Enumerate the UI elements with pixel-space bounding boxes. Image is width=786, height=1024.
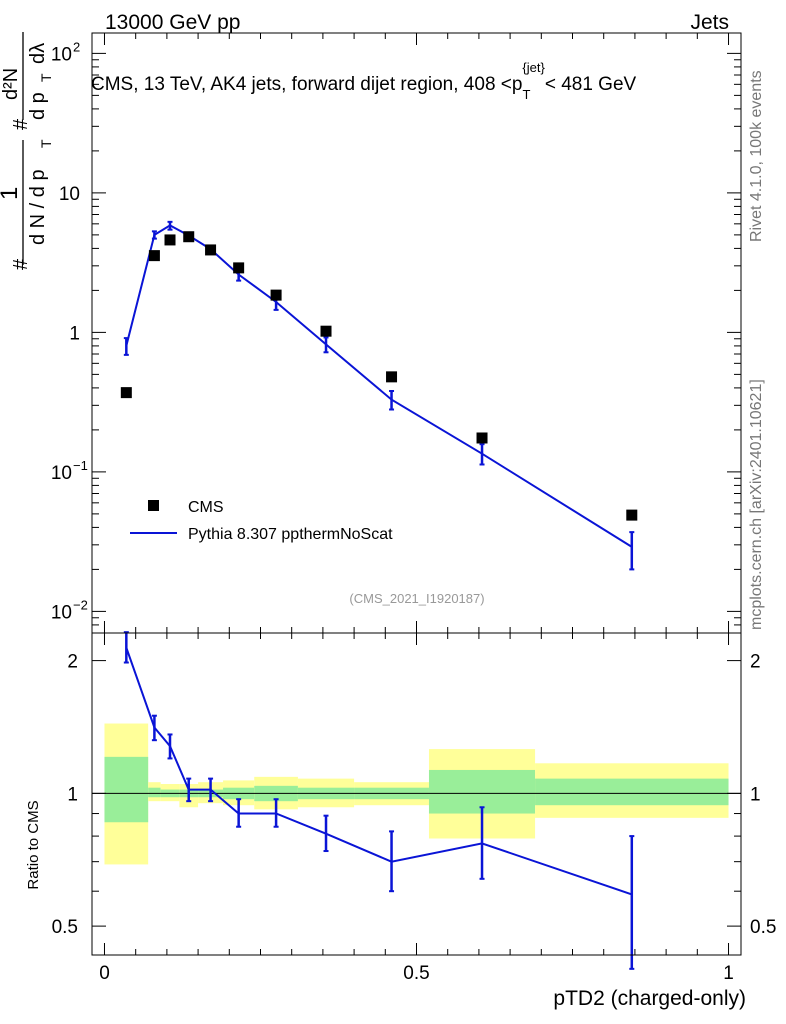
x-axis-label: pTD2 (charged-only) [553, 987, 746, 1010]
ylabel-hash-2: # [10, 118, 32, 130]
cms-data-point [476, 432, 488, 444]
ratio-y-label: Ratio to CMS [25, 800, 42, 889]
ratio-y-tick-label-right: 0.5 [750, 917, 776, 938]
cms-data-point [148, 250, 160, 262]
legend-label-pythia: Pythia 8.307 ppthermNoScat [188, 526, 393, 543]
ratio-y-tick-label-right: 1 [750, 784, 761, 805]
cms-data-point [233, 262, 245, 274]
main-y-tick-label: 10 [51, 602, 72, 623]
x-tick-label: 0.5 [403, 963, 429, 984]
main-y-tick-exponent: 2 [73, 39, 80, 54]
ylabel-sub-T1: T [38, 139, 54, 148]
header-jets: Jets [690, 11, 729, 34]
main-plot [120, 220, 638, 571]
main-y-axis-label: # d N / d p T 1 # d²N d p T dλ [0, 32, 54, 270]
plot-title-sub: T [522, 87, 530, 102]
main-y-tick-label: 10 [51, 463, 72, 484]
legend: CMS Pythia 8.307 ppthermNoScat [130, 499, 393, 543]
ylabel-hash-1: # [10, 258, 32, 270]
ylabel-dpt: d p [27, 92, 49, 120]
x-tick-label: 1 [723, 963, 734, 984]
plot-title-sup: {jet} [522, 60, 545, 75]
legend-label-cms: CMS [188, 499, 224, 516]
cms-data-point [120, 387, 132, 399]
main-frame [91, 32, 742, 634]
ylabel-num-1: 1 [0, 187, 23, 200]
legend-marker-cms [148, 500, 159, 511]
ratio-y-tick-label: 1 [67, 784, 78, 805]
main-y-tick-exponent: −2 [73, 597, 88, 612]
ratio-plot [92, 631, 741, 970]
mcplots-label: mcplots.cern.ch [arXiv:2401.10621] [748, 379, 765, 630]
cms-data-point [626, 509, 638, 521]
ratio-band-inner [535, 778, 729, 806]
cms-data-point [183, 231, 195, 243]
ylabel-dlambda: dλ [27, 43, 49, 64]
header-energy: 13000 GeV pp [105, 11, 240, 34]
cms-data-point [164, 234, 176, 246]
x-tick-label: 0 [99, 963, 110, 984]
ratio-uncertainty-bands [104, 723, 729, 865]
plot-title: CMS, 13 TeV, AK4 jets, forward dijet reg… [91, 60, 637, 102]
ratio-y-tick-label: 0.5 [52, 917, 78, 938]
main-y-tick-exponent: −1 [73, 458, 88, 473]
ylabel-d2n: d²N [0, 68, 22, 100]
cms-data-point [386, 371, 398, 383]
ratio-band-inner [104, 756, 149, 823]
rivet-label: Rivet 4.1.0, 100k events [748, 70, 765, 242]
ratio-band-inner [148, 787, 161, 798]
plot-title-tail: < 481 GeV [545, 74, 637, 95]
plot-title-main: CMS, 13 TeV, AK4 jets, forward dijet reg… [91, 74, 522, 95]
main-y-tick-label: 10 [59, 184, 80, 205]
main-y-tick-label: 1 [69, 323, 80, 344]
cms-data-point [270, 289, 282, 301]
ylabel-sub-T2: T [38, 73, 54, 82]
ratio-y-tick-label-right: 2 [750, 652, 761, 673]
cms-data-point [205, 244, 217, 256]
ratio-y-tick-label: 2 [67, 652, 78, 673]
ylabel-frac-1: d N / d p [27, 169, 49, 245]
main-y-tick-label: 10 [51, 44, 72, 65]
analysis-id: (CMS_2021_I1920187) [349, 591, 484, 606]
cms-data-point [320, 325, 332, 337]
